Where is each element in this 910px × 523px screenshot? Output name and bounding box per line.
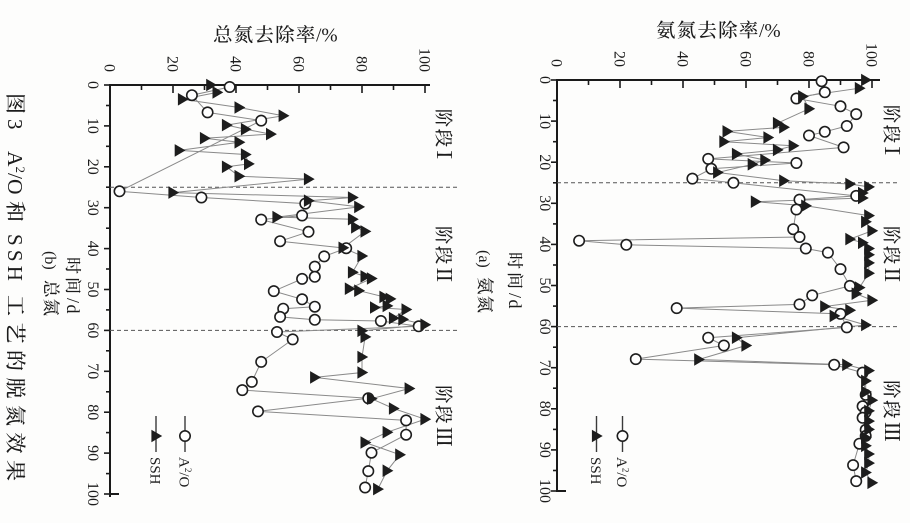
svg-text:80: 80 bbox=[536, 401, 553, 417]
svg-text:20: 20 bbox=[536, 154, 553, 170]
svg-text:40: 40 bbox=[227, 56, 244, 72]
svg-text:10: 10 bbox=[84, 118, 101, 134]
svg-text:100: 100 bbox=[84, 482, 101, 506]
svg-text:/d: /d bbox=[505, 293, 525, 310]
svg-text:0: 0 bbox=[536, 76, 553, 84]
svg-text:0: 0 bbox=[101, 64, 118, 72]
svg-text:100: 100 bbox=[416, 48, 433, 72]
svg-text:/%: /% bbox=[316, 26, 338, 47]
svg-text:0: 0 bbox=[84, 81, 101, 89]
svg-text:(b): (b) bbox=[41, 251, 58, 270]
svg-text:80: 80 bbox=[800, 51, 817, 67]
svg-text:40: 40 bbox=[674, 51, 691, 67]
svg-text:/%: /% bbox=[759, 21, 781, 42]
svg-text:40: 40 bbox=[536, 236, 553, 252]
svg-text:20: 20 bbox=[611, 51, 628, 67]
svg-text:/d: /d bbox=[63, 298, 83, 315]
svg-text:A2/O: A2/O bbox=[3, 151, 28, 195]
svg-text:A2/O: A2/O bbox=[613, 457, 631, 488]
svg-text:SSH: SSH bbox=[147, 457, 163, 485]
svg-text:60: 60 bbox=[290, 56, 307, 72]
svg-text:20: 20 bbox=[164, 56, 181, 72]
svg-text:100: 100 bbox=[536, 479, 553, 503]
svg-text:50: 50 bbox=[84, 282, 101, 298]
svg-text:SSH: SSH bbox=[587, 457, 603, 485]
svg-text:70: 70 bbox=[536, 360, 553, 376]
svg-text:20: 20 bbox=[84, 159, 101, 175]
svg-text:10: 10 bbox=[536, 113, 553, 129]
svg-text:60: 60 bbox=[536, 319, 553, 335]
svg-text:50: 50 bbox=[536, 278, 553, 294]
svg-text:30: 30 bbox=[84, 200, 101, 216]
svg-text:60: 60 bbox=[737, 51, 754, 67]
svg-text:SSH: SSH bbox=[3, 234, 27, 285]
svg-text:80: 80 bbox=[353, 56, 370, 72]
svg-text:0: 0 bbox=[548, 59, 565, 67]
svg-text:90: 90 bbox=[84, 445, 101, 461]
svg-text:90: 90 bbox=[536, 442, 553, 458]
svg-text:40: 40 bbox=[84, 241, 101, 257]
svg-text:3: 3 bbox=[3, 119, 27, 130]
svg-text:100: 100 bbox=[863, 43, 880, 67]
svg-text:A2/O: A2/O bbox=[176, 457, 194, 488]
svg-text:60: 60 bbox=[84, 322, 101, 338]
svg-text:30: 30 bbox=[536, 195, 553, 211]
svg-text:(a): (a) bbox=[475, 250, 492, 268]
svg-text:70: 70 bbox=[84, 363, 101, 379]
svg-text:80: 80 bbox=[84, 404, 101, 420]
